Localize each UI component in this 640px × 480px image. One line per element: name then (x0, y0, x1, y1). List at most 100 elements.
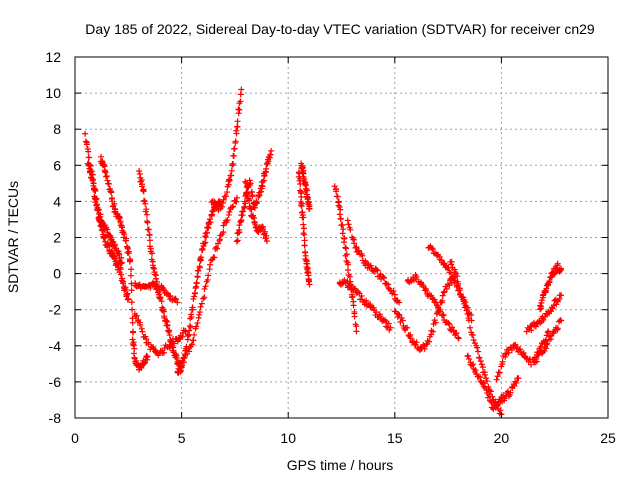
data-point (469, 332, 476, 339)
data-point (465, 317, 472, 324)
data-point (124, 290, 131, 297)
data-point (413, 273, 420, 280)
data-point (520, 350, 527, 357)
data-point (478, 361, 485, 368)
data-point (127, 272, 134, 279)
data-point (258, 188, 265, 195)
y-tick-label: -2 (49, 302, 62, 318)
data-point (482, 375, 489, 382)
data-point (432, 319, 439, 326)
data-point (224, 217, 231, 224)
data-point (166, 332, 173, 339)
data-point (475, 348, 482, 355)
data-point (127, 257, 134, 264)
data-point (350, 236, 357, 243)
data-point (83, 141, 90, 148)
x-tick-label: 25 (600, 430, 616, 446)
data-point (540, 316, 547, 323)
data-point (342, 244, 349, 251)
data-point (228, 172, 235, 179)
data-point (202, 234, 209, 241)
data-point (144, 353, 151, 360)
series-track-x (537, 260, 565, 313)
data-point (454, 273, 461, 280)
data-point (128, 287, 135, 294)
data-point (167, 292, 174, 299)
data-point (135, 316, 142, 323)
data-point (234, 123, 241, 130)
data-point (226, 177, 233, 184)
data-point (352, 286, 359, 293)
data-point (192, 290, 199, 297)
data-point (381, 274, 388, 281)
data-point (141, 360, 148, 367)
data-point (87, 169, 94, 176)
data-point (143, 352, 150, 359)
data-point (439, 297, 446, 304)
data-point (82, 138, 89, 145)
data-point (123, 235, 130, 242)
data-point (129, 306, 136, 313)
data-point (507, 389, 514, 396)
data-point (558, 292, 565, 299)
data-point (220, 196, 227, 203)
data-point (171, 340, 178, 347)
y-tick-label: 6 (53, 157, 61, 173)
data-point (532, 323, 539, 330)
data-point (128, 299, 135, 306)
data-point (489, 393, 496, 400)
data-point (204, 229, 211, 236)
data-point (377, 313, 384, 320)
data-point (339, 230, 346, 237)
data-point (300, 214, 307, 221)
data-point (202, 283, 209, 290)
data-point (169, 297, 176, 304)
data-point (103, 173, 110, 180)
data-point (186, 348, 193, 355)
data-point (193, 323, 200, 330)
data-point (249, 193, 256, 200)
data-point (353, 328, 360, 335)
data-point (445, 320, 452, 327)
data-point (238, 86, 245, 93)
data-point (535, 352, 542, 359)
data-point (353, 323, 360, 330)
data-point (461, 304, 468, 311)
data-point (305, 200, 312, 207)
data-point (484, 394, 491, 401)
data-point (461, 300, 468, 307)
series-track-i (208, 86, 245, 214)
data-point (230, 152, 237, 159)
data-point (117, 219, 124, 226)
data-point (194, 273, 201, 280)
data-point (528, 327, 535, 334)
data-point (533, 358, 540, 365)
data-point (347, 226, 354, 233)
data-point (431, 296, 438, 303)
data-point (298, 203, 305, 210)
data-point (119, 280, 126, 287)
data-point (494, 401, 501, 408)
x-tick-label: 0 (71, 430, 79, 446)
data-point (150, 279, 157, 286)
data-point (111, 254, 118, 261)
data-point (117, 271, 124, 278)
data-point (207, 261, 214, 268)
data-point (428, 292, 435, 299)
data-point (390, 287, 397, 294)
data-point (93, 195, 100, 202)
data-point (138, 183, 145, 190)
data-point (143, 211, 150, 218)
data-point (267, 151, 274, 158)
data-point (481, 371, 488, 378)
data-point (200, 295, 207, 302)
data-point (219, 203, 226, 210)
data-point (449, 324, 456, 331)
data-point (125, 295, 132, 302)
series-track-e (131, 310, 189, 359)
data-point (480, 379, 487, 386)
data-point (188, 311, 195, 318)
data-point (137, 321, 144, 328)
data-point (337, 216, 344, 223)
data-point (196, 311, 203, 318)
